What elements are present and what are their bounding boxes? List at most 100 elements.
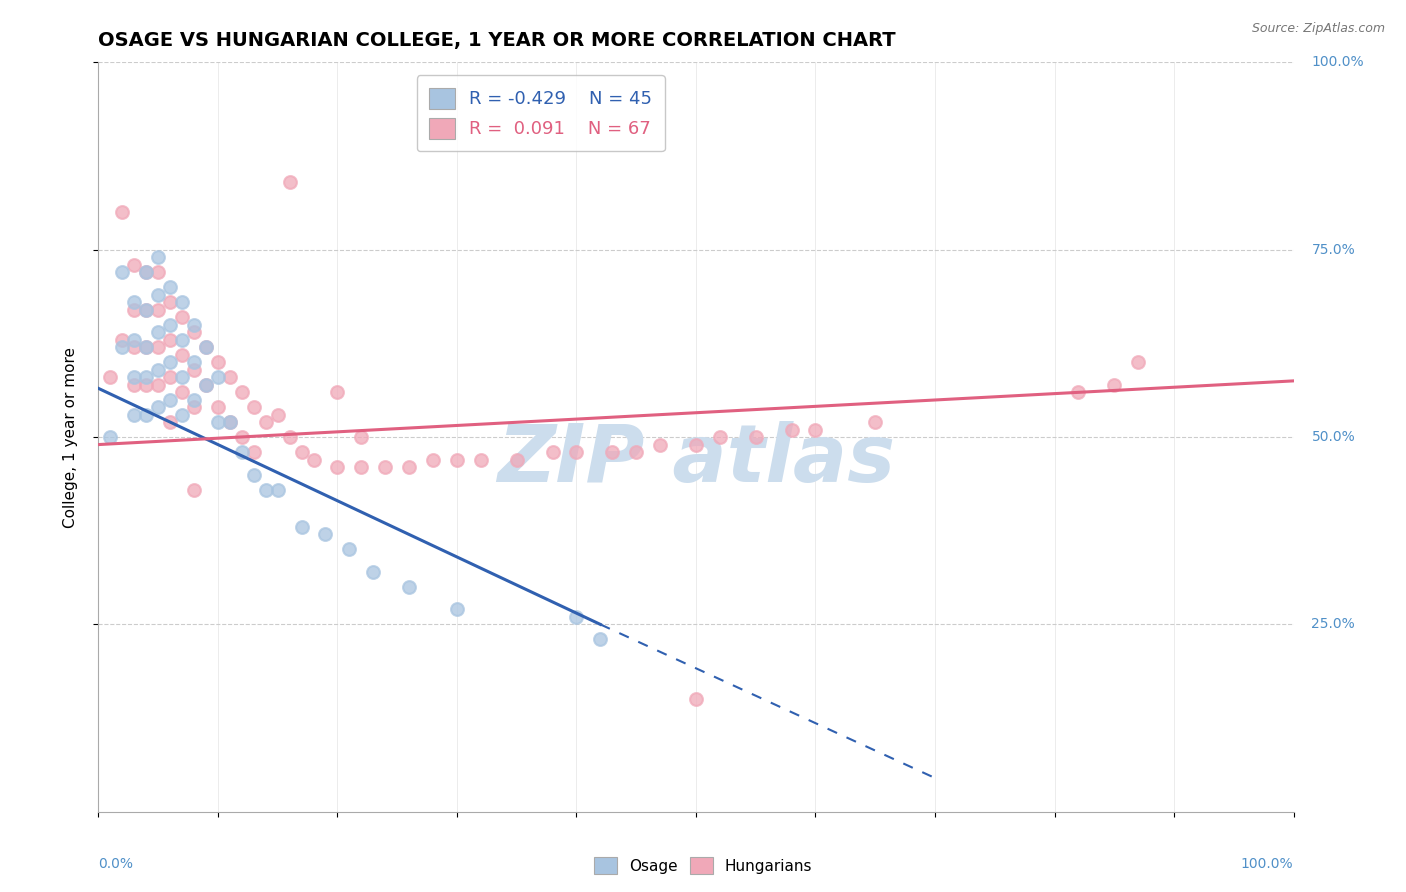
Point — [159, 295, 181, 310]
Point — [172, 348, 194, 362]
Point — [195, 377, 218, 392]
Point — [219, 415, 242, 429]
Point — [1067, 385, 1090, 400]
Point — [506, 452, 529, 467]
Point — [159, 355, 181, 369]
Point — [172, 370, 194, 384]
Point — [207, 370, 229, 384]
Point — [135, 302, 157, 317]
Point — [135, 302, 157, 317]
Point — [267, 483, 290, 497]
Text: 50.0%: 50.0% — [1312, 430, 1355, 444]
Y-axis label: College, 1 year or more: College, 1 year or more — [63, 347, 77, 527]
Point — [589, 632, 612, 647]
Point — [865, 415, 887, 429]
Point — [183, 483, 205, 497]
Point — [709, 430, 731, 444]
Point — [124, 408, 146, 422]
Point — [172, 408, 194, 422]
Point — [159, 333, 181, 347]
Point — [195, 340, 218, 354]
Point — [195, 377, 218, 392]
Point — [243, 467, 266, 482]
Point — [159, 280, 181, 294]
Point — [172, 333, 194, 347]
Point — [745, 430, 768, 444]
Point — [398, 580, 420, 594]
Text: Source: ZipAtlas.com: Source: ZipAtlas.com — [1251, 22, 1385, 36]
Point — [278, 175, 301, 189]
Point — [183, 362, 205, 376]
Point — [148, 340, 170, 354]
Point — [159, 392, 181, 407]
Point — [148, 302, 170, 317]
Point — [685, 692, 707, 706]
Point — [363, 565, 385, 579]
Point — [135, 370, 157, 384]
Point — [148, 362, 170, 376]
Point — [98, 430, 122, 444]
Point — [219, 370, 242, 384]
Text: 100.0%: 100.0% — [1312, 55, 1364, 70]
Point — [124, 302, 146, 317]
Point — [207, 400, 229, 414]
Legend: Osage, Hungarians: Osage, Hungarians — [588, 851, 818, 880]
Point — [135, 408, 157, 422]
Point — [148, 250, 170, 264]
Text: 25.0%: 25.0% — [1312, 617, 1355, 632]
Text: 0.0%: 0.0% — [98, 856, 134, 871]
Point — [626, 445, 648, 459]
Text: 75.0%: 75.0% — [1312, 243, 1355, 257]
Point — [135, 340, 157, 354]
Point — [1104, 377, 1126, 392]
Point — [804, 423, 827, 437]
Point — [398, 460, 420, 475]
Point — [470, 452, 492, 467]
Point — [111, 265, 134, 279]
Point — [231, 385, 253, 400]
Point — [302, 452, 325, 467]
Point — [219, 415, 242, 429]
Point — [159, 370, 181, 384]
Point — [254, 483, 277, 497]
Point — [124, 258, 146, 272]
Point — [183, 400, 205, 414]
Point — [780, 423, 803, 437]
Point — [98, 370, 122, 384]
Point — [326, 460, 349, 475]
Point — [148, 400, 170, 414]
Point — [124, 370, 146, 384]
Point — [183, 325, 205, 339]
Point — [565, 610, 588, 624]
Legend: R = -0.429    N = 45, R =  0.091    N = 67: R = -0.429 N = 45, R = 0.091 N = 67 — [416, 75, 665, 152]
Point — [267, 408, 290, 422]
Point — [278, 430, 301, 444]
Point — [159, 318, 181, 332]
Point — [446, 452, 468, 467]
Point — [243, 445, 266, 459]
Point — [254, 415, 277, 429]
Point — [339, 542, 361, 557]
Point — [350, 460, 373, 475]
Point — [565, 445, 588, 459]
Point — [231, 445, 253, 459]
Point — [291, 520, 314, 534]
Point — [446, 602, 468, 616]
Point — [111, 333, 134, 347]
Point — [111, 340, 134, 354]
Point — [685, 437, 707, 451]
Point — [124, 377, 146, 392]
Point — [207, 415, 229, 429]
Point — [135, 340, 157, 354]
Point — [124, 295, 146, 310]
Point — [124, 333, 146, 347]
Text: OSAGE VS HUNGARIAN COLLEGE, 1 YEAR OR MORE CORRELATION CHART: OSAGE VS HUNGARIAN COLLEGE, 1 YEAR OR MO… — [98, 30, 896, 50]
Point — [1128, 355, 1150, 369]
Point — [172, 295, 194, 310]
Point — [183, 355, 205, 369]
Point — [183, 318, 205, 332]
Point — [541, 445, 564, 459]
Point — [111, 205, 134, 219]
Point — [195, 340, 218, 354]
Point — [291, 445, 314, 459]
